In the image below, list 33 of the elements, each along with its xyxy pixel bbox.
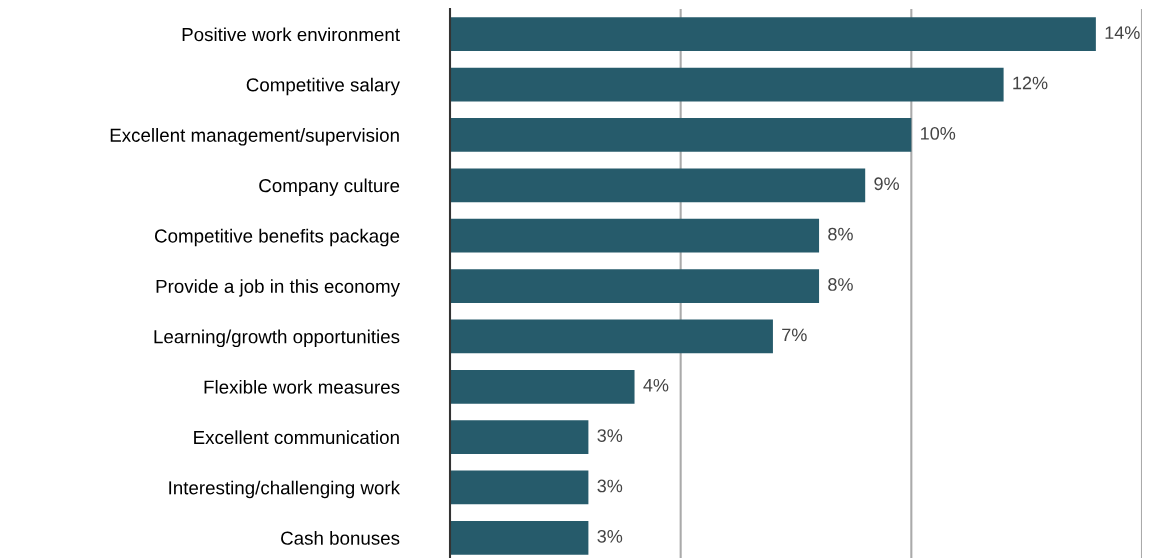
y-tick-label: Learning/growth opportunities <box>154 329 400 348</box>
bar <box>450 319 773 354</box>
bar <box>450 67 1004 102</box>
bar <box>450 168 866 203</box>
data-label: 7% <box>782 328 807 342</box>
data-label: 3% <box>597 479 623 493</box>
data-label: 12% <box>1013 76 1048 90</box>
bar <box>450 420 589 454</box>
data-label: 8% <box>828 278 853 291</box>
bar <box>450 218 820 253</box>
y-tick-label: Excellent communication <box>194 430 399 445</box>
y-tick-label: Flexible work measures <box>204 379 400 394</box>
data-label: 4% <box>643 378 669 392</box>
bar <box>450 17 1096 52</box>
y-tick-label: Company culture <box>259 178 400 196</box>
data-label: 14% <box>1105 26 1140 39</box>
bar <box>450 269 820 303</box>
y-tick-label: Excellent management/supervision <box>110 128 399 146</box>
y-tick-label: Positive work environment <box>182 27 400 42</box>
bar <box>450 118 912 152</box>
data-label: 10% <box>921 126 956 140</box>
y-tick-label: Competitive salary <box>246 77 400 96</box>
bar <box>450 369 635 404</box>
y-tick-label: Cash bonuses <box>281 531 400 545</box>
y-tick-label: Interesting/challenging work <box>169 480 401 499</box>
data-label: 3% <box>597 429 623 442</box>
y-tick-label: Competitive benefits package <box>154 228 400 247</box>
data-label: 9% <box>874 177 899 191</box>
data-label: 8% <box>828 227 853 241</box>
y-tick-label: Provide a job in this economy <box>156 279 400 297</box>
data-label: 3% <box>597 529 623 543</box>
bar <box>450 520 589 555</box>
bar <box>450 470 589 505</box>
